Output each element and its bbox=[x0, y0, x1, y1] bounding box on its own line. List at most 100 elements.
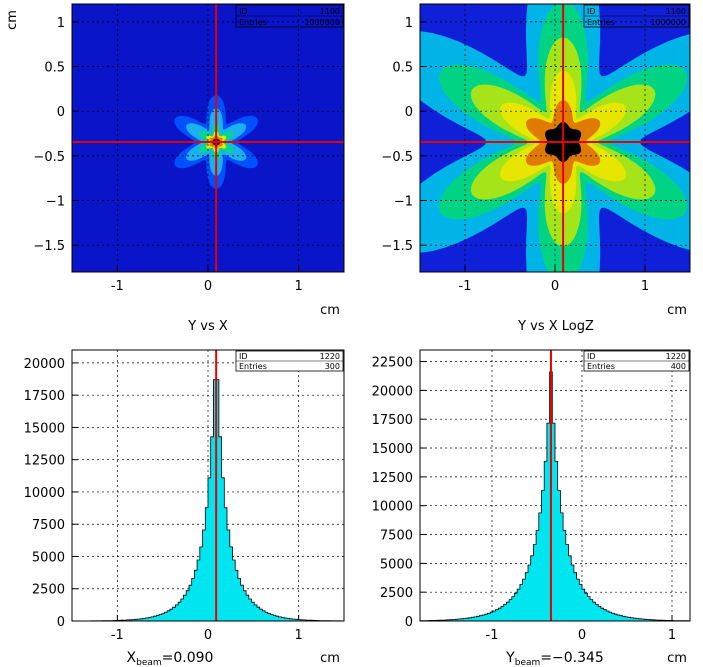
x-annotation-var: X bbox=[127, 650, 137, 666]
y-tick-label: 12500 bbox=[24, 454, 65, 469]
stats-id-label: ID bbox=[239, 7, 248, 16]
y-tick-label: 17500 bbox=[24, 389, 65, 404]
y-tick-labels-top-left: 1 0.5 0 −0.5 −1 −1.5 bbox=[33, 16, 65, 254]
y-tick-labels-bottom-left: 0 2500 5000 7500 10000 12500 15000 17500 20000 bbox=[24, 357, 65, 630]
beam-lines-top-left bbox=[72, 4, 344, 272]
x-tick-label: -1 bbox=[111, 279, 124, 294]
y-tick-label: −1 bbox=[46, 195, 65, 210]
y-tick-label: 1 bbox=[57, 16, 65, 31]
x-tick-label: 1 bbox=[295, 279, 303, 294]
stats-id-value: 1220 bbox=[666, 352, 686, 361]
stats-entries-value: 400 bbox=[671, 362, 686, 371]
stats-box-bottom-left: ID 1220 Entries 300 bbox=[235, 350, 344, 372]
stats-entries-label: Entries bbox=[587, 18, 615, 27]
stats-entries-label: Entries bbox=[239, 18, 267, 27]
stats-entries-label: Entries bbox=[239, 362, 267, 371]
x-axis-label-bottom-right: cm bbox=[667, 651, 687, 666]
stats-id-label: ID bbox=[587, 7, 596, 16]
frame-bottom-left bbox=[71, 349, 345, 622]
y-tick-label: 0.5 bbox=[44, 61, 65, 76]
stats-entries-label: Entries bbox=[587, 362, 615, 371]
stats-box-top-left: ID 1100 Entries 1000000 bbox=[235, 4, 344, 28]
x-tick-label: -1 bbox=[111, 628, 124, 643]
x-annotation-sub: beam bbox=[515, 658, 541, 667]
stats-box-bottom-right: ID 1220 Entries 400 bbox=[583, 350, 690, 372]
x-tick-labels-bottom-left: -1 0 1 bbox=[111, 628, 303, 643]
y-tick-label: 12500 bbox=[372, 471, 413, 486]
frame-top-right bbox=[419, 3, 691, 273]
y-tick-label: 0 bbox=[57, 615, 65, 630]
x-annotation-var: Y bbox=[505, 650, 515, 666]
x-tick-label: 0 bbox=[204, 628, 212, 643]
y-tick-label: −1 bbox=[394, 195, 413, 210]
x-annotation-sub: beam bbox=[136, 658, 162, 667]
y-tick-label: −0.5 bbox=[33, 150, 65, 165]
y-tick-label: 17500 bbox=[372, 413, 413, 428]
x-tick-label: 1 bbox=[641, 279, 649, 294]
x-axis-label-bottom-left: cm bbox=[320, 651, 340, 666]
y-tick-label: 15000 bbox=[372, 442, 413, 457]
stats-entries-value: 300 bbox=[325, 362, 340, 371]
stats-entries-value: 1000000 bbox=[304, 18, 340, 27]
panel-top-left: ID 1100 Entries 1000000 10.50−0.5−1−1.5 … bbox=[5, 3, 345, 334]
heatmap-top-right bbox=[420, 4, 690, 272]
stats-id-value: 1100 bbox=[666, 7, 686, 16]
histogram-bottom-right bbox=[420, 371, 690, 621]
x-tick-labels-bottom-right: -1 0 1 bbox=[486, 628, 677, 643]
chart-title-top-right: Y vs X LogZ bbox=[517, 319, 594, 334]
y-tick-label: 0 bbox=[405, 105, 413, 120]
x-tick-label: 1 bbox=[668, 628, 676, 643]
chart-title-top-left: Y vs X bbox=[187, 319, 228, 334]
y-tick-labels-bottom-right: 0 2500 5000 7500 10000 12500 15000 17500 20000 22… bbox=[372, 356, 413, 630]
panel-bottom-left: ID 1220 Entries 300 02500500075001000012… bbox=[24, 349, 345, 667]
grid-top-left bbox=[72, 4, 344, 272]
y-tick-label: 5000 bbox=[32, 550, 65, 565]
y-tick-label: 2500 bbox=[380, 586, 413, 601]
y-tick-label: −1.5 bbox=[33, 239, 65, 254]
y-axis-label-top-left: cm bbox=[5, 10, 20, 30]
x-tick-label: 0 bbox=[551, 279, 559, 294]
y-tick-label: 22500 bbox=[372, 356, 413, 371]
histogram-bars bbox=[420, 371, 690, 621]
stats-entries-value: 1000000 bbox=[650, 18, 686, 27]
x-annotation-value: =−0.345 bbox=[540, 650, 604, 666]
y-tick-label: 10000 bbox=[24, 486, 65, 501]
x-annotation-bottom-left: Xbeam=0.090 bbox=[127, 650, 214, 667]
stats-id-label: ID bbox=[587, 352, 596, 361]
y-tick-label: 10000 bbox=[372, 500, 413, 515]
y-tick-label: 2500 bbox=[32, 583, 65, 598]
y-tick-label: −0.5 bbox=[381, 150, 413, 165]
x-annotation-value: =0.090 bbox=[162, 650, 214, 666]
frame-top-left bbox=[71, 3, 345, 273]
y-tick-label: 1 bbox=[405, 16, 413, 31]
y-tick-label: −1.5 bbox=[381, 239, 413, 254]
y-tick-label: 0.5 bbox=[392, 61, 413, 76]
y-tick-label: 0 bbox=[405, 615, 413, 630]
stats-id-value: 1220 bbox=[320, 352, 340, 361]
panel-top-right: ID 1100 Entries 1000000 10.50−0.5−1−1.5 … bbox=[381, 3, 691, 334]
x-axis-label-top-left: cm bbox=[320, 303, 340, 318]
y-tick-label: 7500 bbox=[32, 518, 65, 533]
stats-id-label: ID bbox=[239, 352, 248, 361]
x-tick-label: -1 bbox=[459, 279, 472, 294]
y-tick-label: 20000 bbox=[24, 357, 65, 372]
x-tick-labels-top-left: -1 0 1 bbox=[111, 279, 303, 294]
x-tick-labels-top-right: -1 0 1 bbox=[459, 279, 650, 294]
x-tick-label: 0 bbox=[578, 628, 586, 643]
panel-bottom-right: ID 1220 Entries 400 02500500075001000012… bbox=[372, 349, 691, 667]
y-tick-label: 20000 bbox=[372, 384, 413, 399]
stats-box-top-right: ID 1100 Entries 1000000 bbox=[583, 4, 690, 28]
x-annotation-bottom-right: Ybeam=−0.345 bbox=[505, 650, 604, 667]
x-tick-label: -1 bbox=[486, 628, 499, 643]
histogram-bottom-left bbox=[72, 379, 344, 621]
histogram-bars bbox=[72, 379, 344, 621]
y-tick-label: 7500 bbox=[380, 529, 413, 544]
x-axis-label-top-right: cm bbox=[667, 303, 687, 318]
beam-lines-top-right bbox=[420, 4, 690, 272]
stats-id-value: 1100 bbox=[320, 7, 340, 16]
x-tick-label: 0 bbox=[204, 279, 212, 294]
grid-top-right bbox=[420, 4, 690, 272]
y-tick-labels-top-right: 1 0.5 0 −0.5 −1 −1.5 bbox=[381, 16, 413, 254]
x-tick-label: 1 bbox=[295, 628, 303, 643]
